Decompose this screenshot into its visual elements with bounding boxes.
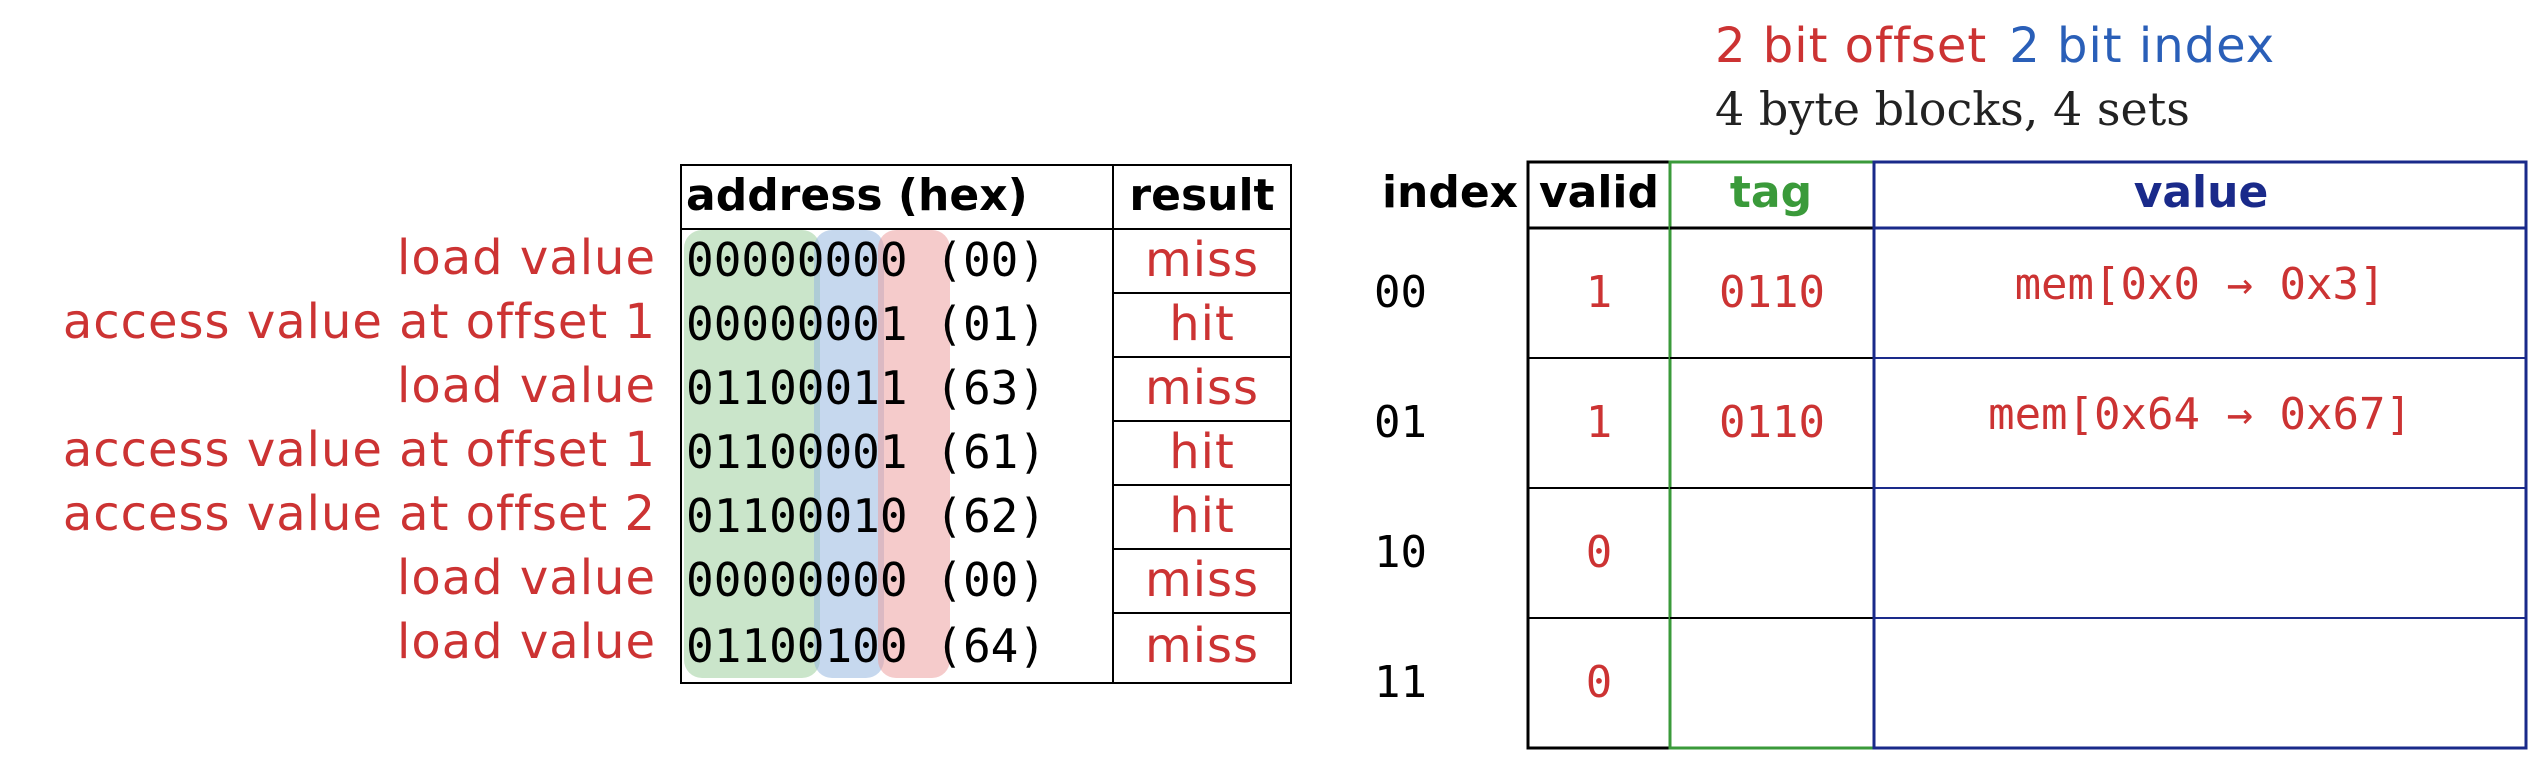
valid-column-header: valid	[1538, 167, 1660, 218]
address-hex: (00)	[935, 553, 1047, 607]
address-column-header: address (hex)	[686, 170, 1028, 221]
cache-valid: 1	[1585, 397, 1613, 448]
address-binary: 01100100	[686, 619, 908, 673]
cache-tag: 0110	[1719, 397, 1825, 448]
address-cell: 01100010 (62)	[686, 484, 1046, 548]
access-label: access value at offset 1	[62, 294, 656, 350]
index-bits-label: 2 bit index	[2009, 18, 2276, 74]
index-column-header: index	[1381, 167, 1519, 218]
address-binary: 00000000	[686, 553, 908, 607]
address-hex: (62)	[935, 489, 1047, 543]
address-hex: (61)	[935, 425, 1047, 479]
access-label: load value	[397, 614, 656, 670]
address-cell: 01100100 (64)	[686, 614, 1046, 678]
result-cell: miss	[1144, 232, 1260, 288]
index-bits-band	[814, 230, 884, 678]
address-hex: (63)	[935, 361, 1047, 415]
cache-value	[1874, 618, 2526, 748]
cache-valid: 0	[1585, 657, 1613, 708]
address-binary: 01100001	[686, 425, 908, 479]
address-cell: 00000000 (00)	[686, 228, 1046, 292]
result-cell: miss	[1144, 618, 1260, 674]
address-binary: 00000001	[686, 297, 908, 351]
cache-value: mem[0x64 → 0x67]	[1988, 389, 2412, 440]
cache-tag	[1670, 618, 1874, 748]
access-label: load value	[397, 358, 656, 414]
offset-bits-label: 2 bit offset	[1715, 18, 1988, 74]
cache-valid: 1	[1585, 267, 1613, 318]
access-label: load value	[397, 230, 656, 286]
cache-valid: 0	[1585, 527, 1613, 578]
address-cell: 01100001 (61)	[686, 420, 1046, 484]
cache-config-subtitle: 4 byte blocks, 4 sets	[1715, 82, 2190, 136]
result-cell: hit	[1169, 488, 1235, 544]
cache-index: 10	[1374, 527, 1427, 578]
address-hex: (00)	[935, 233, 1047, 287]
address-cell: 00000000 (00)	[686, 548, 1046, 612]
tag-bits-band	[684, 230, 820, 678]
bit-legend: 2 bit offset 2 bit index	[1715, 18, 2275, 74]
cache-tag	[1670, 488, 1874, 618]
address-hex: (64)	[935, 619, 1047, 673]
offset-bits-band	[878, 230, 950, 678]
address-binary: 01100010	[686, 489, 908, 543]
cache-index: 00	[1374, 267, 1427, 318]
cache-value	[1874, 488, 2526, 618]
result-cell: miss	[1144, 552, 1260, 608]
result-cell: miss	[1144, 360, 1260, 416]
address-binary: 00000000	[686, 233, 908, 287]
cache-index: 01	[1374, 397, 1427, 448]
result-cell: hit	[1169, 424, 1235, 480]
tag-column-header: tag	[1729, 167, 1813, 218]
result-column-header: result	[1129, 170, 1275, 221]
address-binary: 01100011	[686, 361, 908, 415]
access-label: load value	[397, 550, 656, 606]
address-hex: (01)	[935, 297, 1047, 351]
address-cell: 00000001 (01)	[686, 292, 1046, 356]
access-label: access value at offset 1	[62, 422, 656, 478]
address-cell: 01100011 (63)	[686, 356, 1046, 420]
cache-tag: 0110	[1719, 267, 1825, 318]
access-label: access value at offset 2	[62, 486, 656, 542]
cache-grid	[1526, 160, 2528, 750]
result-cell: hit	[1169, 296, 1235, 352]
cache-index: 11	[1374, 657, 1427, 708]
access-table: address (hex) result 00000000 (00) miss …	[680, 164, 1292, 684]
value-column-header: value	[2133, 167, 2269, 218]
cache-table: index valid tag value 00 1 0110 mem[0x0 …	[1360, 160, 2530, 750]
cache-value: mem[0x0 → 0x3]	[2014, 259, 2386, 310]
